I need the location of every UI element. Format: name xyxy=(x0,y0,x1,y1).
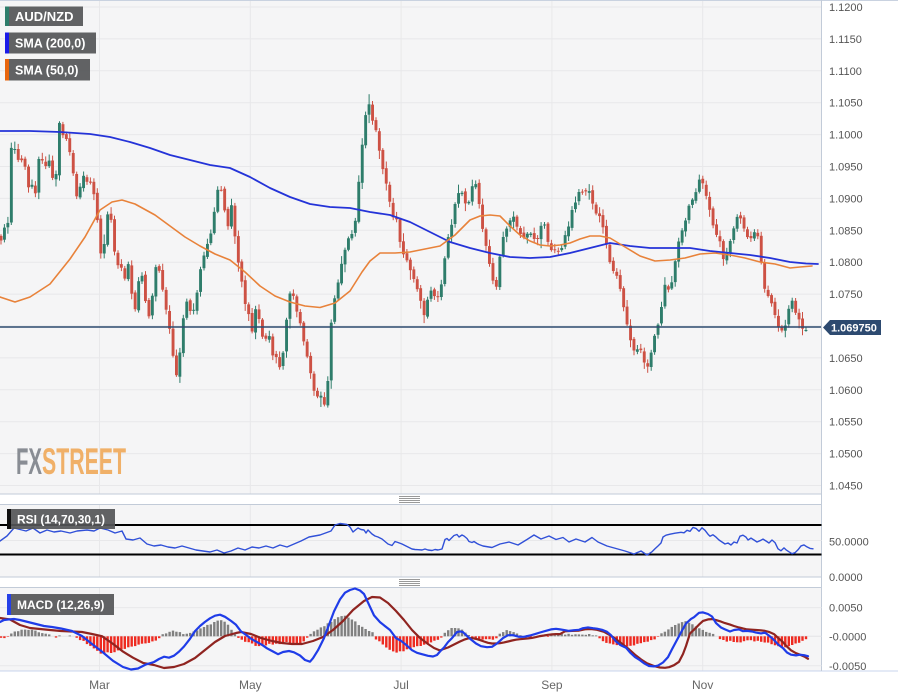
svg-text:-0.0050: -0.0050 xyxy=(829,661,866,673)
svg-text:1.1150: 1.1150 xyxy=(829,34,862,46)
svg-text:-0.0000: -0.0000 xyxy=(829,631,866,643)
svg-text:1.0850: 1.0850 xyxy=(829,225,863,237)
svg-text:1.1050: 1.1050 xyxy=(829,98,863,110)
svg-text:AUD/NZD: AUD/NZD xyxy=(15,9,74,24)
svg-text:50.0000: 50.0000 xyxy=(829,537,869,549)
svg-text:1.1100: 1.1100 xyxy=(829,66,862,78)
svg-text:1.0750: 1.0750 xyxy=(829,289,863,301)
svg-text:0.0000: 0.0000 xyxy=(829,572,863,584)
svg-text:1.0950: 1.0950 xyxy=(829,162,863,174)
svg-text:1.0500: 1.0500 xyxy=(829,449,863,461)
svg-text:FX: FX xyxy=(16,441,42,482)
svg-text:0.0050: 0.0050 xyxy=(829,603,863,615)
svg-text:Mar: Mar xyxy=(89,678,110,692)
svg-text:1.0800: 1.0800 xyxy=(829,257,863,269)
svg-text:Nov: Nov xyxy=(692,678,713,692)
svg-text:STREET: STREET xyxy=(42,441,126,482)
svg-text:1.1000: 1.1000 xyxy=(829,130,863,142)
svg-text:1.0650: 1.0650 xyxy=(829,353,863,365)
svg-text:1.069750: 1.069750 xyxy=(831,323,877,335)
svg-text:1.0900: 1.0900 xyxy=(829,193,863,205)
svg-text:1.1200: 1.1200 xyxy=(829,2,863,14)
svg-text:Jul: Jul xyxy=(393,678,408,692)
svg-text:May: May xyxy=(239,678,262,692)
svg-text:SMA (50,0): SMA (50,0) xyxy=(15,63,78,77)
svg-text:1.0550: 1.0550 xyxy=(829,417,863,429)
svg-text:1.0600: 1.0600 xyxy=(829,385,863,397)
svg-text:MACD (12,26,9): MACD (12,26,9) xyxy=(17,598,104,612)
svg-text:SMA (200,0): SMA (200,0) xyxy=(15,37,85,51)
svg-text:RSI (14,70,30,1): RSI (14,70,30,1) xyxy=(17,512,105,526)
svg-text:Sep: Sep xyxy=(541,678,563,692)
svg-text:1.0450: 1.0450 xyxy=(829,481,863,493)
